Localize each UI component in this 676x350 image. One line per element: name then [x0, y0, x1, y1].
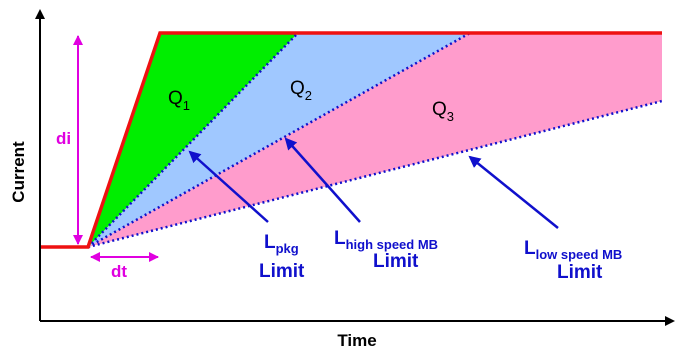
low-speed-limit-arrow: [468, 155, 559, 229]
region-letter-q2: Q: [290, 78, 305, 99]
region-sub-q1: 1: [183, 98, 190, 113]
region-letter-q1: Q: [168, 88, 183, 109]
region-letter-q3: Q: [432, 99, 447, 120]
pkg-limit-sub: pkg: [276, 241, 299, 256]
pkg-limit-word: Limit: [259, 261, 305, 282]
region-sub-q2: 2: [305, 88, 312, 103]
low-speed-limit-word: Limit: [557, 262, 603, 283]
high-speed-limit-word: Limit: [373, 251, 419, 272]
high-speed-limit-sub: high speed MB: [346, 237, 438, 252]
region-label-q2: Q2: [290, 78, 312, 103]
current-line: [40, 31, 662, 249]
region-sub-q3: 3: [447, 109, 454, 124]
high-speed-limit-label: Lhigh speed MB: [334, 228, 438, 252]
pkg-limit-arrow: [188, 150, 269, 223]
high-speed-limit-arrow: [284, 137, 361, 223]
region-q1: [88, 33, 298, 247]
x-axis-label: Time: [337, 331, 376, 350]
pkg-limit-label: Lpkg: [264, 232, 299, 256]
dotted-line-low-speed: [87, 99, 663, 249]
region-q3: [88, 33, 662, 247]
y-axis-label: Current: [9, 141, 28, 203]
pkg-limit-base: L: [264, 232, 276, 253]
region-label-q1: Q1: [168, 88, 190, 113]
di-label: di: [56, 129, 71, 148]
region-label-q3: Q3: [432, 99, 454, 124]
low-speed-limit-label: Llow speed MB: [524, 238, 622, 262]
low-speed-limit-base: L: [524, 238, 536, 259]
dt-label: dt: [111, 262, 127, 281]
high-speed-limit-base: L: [334, 228, 346, 249]
region-q2: [88, 33, 470, 247]
low-speed-limit-sub: low speed MB: [536, 247, 623, 262]
